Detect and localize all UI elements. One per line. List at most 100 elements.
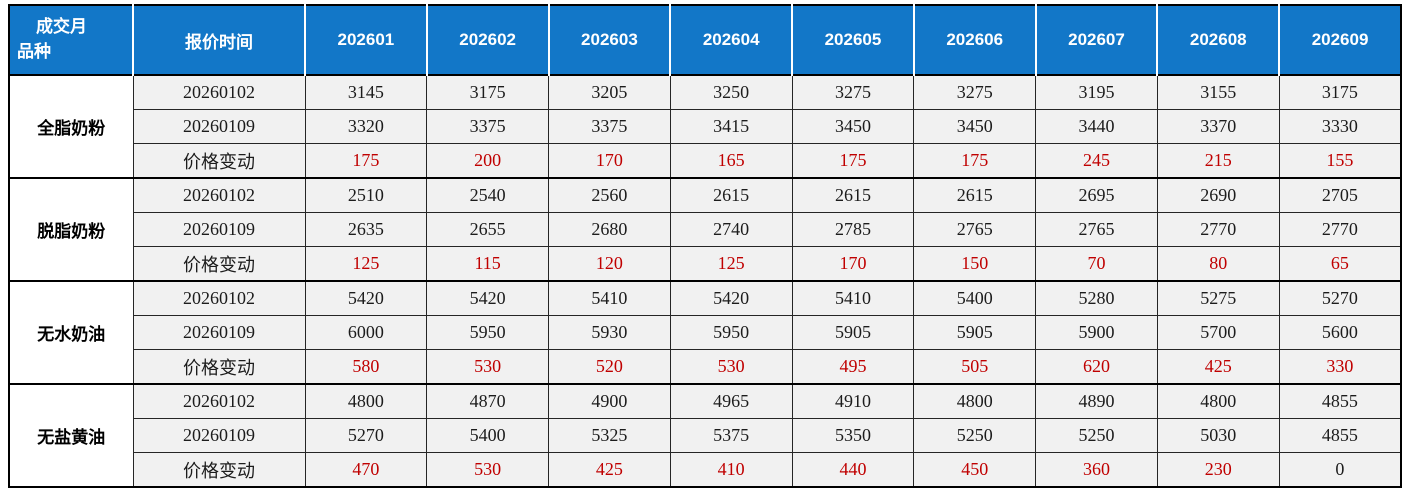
change-label-cell: 价格变动 (132, 246, 306, 282)
value-cell: 5905 (913, 315, 1037, 350)
value-cell: 150 (913, 246, 1037, 282)
value-cell: 245 (1035, 143, 1158, 179)
value-cell: 2540 (426, 177, 550, 213)
value-cell: 2770 (1278, 212, 1402, 247)
value-cell: 155 (1278, 143, 1402, 179)
date-cell: 20260102 (132, 383, 306, 419)
value-cell: 5410 (791, 280, 915, 316)
value-cell: 3415 (669, 109, 793, 144)
value-cell: 495 (791, 349, 915, 385)
value-cell: 2785 (791, 212, 915, 247)
page: 成交月 品种 报价时间 202601 202602 202603 202604 202605 2… (8, 4, 1402, 488)
value-cell: 2690 (1156, 177, 1280, 213)
value-cell: 2615 (791, 177, 915, 213)
value-cell: 330 (1278, 349, 1402, 385)
value-cell: 2635 (304, 212, 428, 247)
value-cell: 5930 (548, 315, 671, 350)
value-cell: 3375 (426, 109, 550, 144)
table-row: 价格变动 580 530 520 530 495 505 620 425 330 (9, 349, 1402, 385)
date-cell: 20260102 (132, 177, 306, 213)
value-cell: 170 (548, 143, 671, 179)
value-cell: 2770 (1156, 212, 1280, 247)
table-row: 20260109 5270 5400 5325 5375 5350 5250 5250 5030… (9, 418, 1402, 453)
value-cell: 3375 (548, 109, 671, 144)
value-cell: 3275 (913, 74, 1037, 110)
value-cell: 2655 (426, 212, 550, 247)
value-cell: 5400 (913, 280, 1037, 316)
date-cell: 20260102 (132, 74, 306, 110)
product-cell: 无盐黄油 (8, 383, 134, 488)
value-cell: 2510 (304, 177, 428, 213)
value-cell: 520 (548, 349, 671, 385)
value-cell: 410 (669, 452, 793, 488)
value-cell: 3195 (1035, 74, 1158, 110)
value-cell: 3175 (426, 74, 550, 110)
date-cell: 20260109 (132, 212, 306, 247)
value-cell: 5350 (791, 418, 915, 453)
value-cell: 620 (1035, 349, 1158, 385)
month-header-202609: 202609 (1279, 5, 1402, 76)
value-cell: 5275 (1156, 280, 1280, 316)
value-cell: 2695 (1035, 177, 1158, 213)
value-cell: 530 (426, 452, 550, 488)
value-cell: 5400 (426, 418, 550, 453)
value-cell: 0 (1278, 452, 1402, 488)
value-cell: 3450 (913, 109, 1037, 144)
value-cell: 170 (791, 246, 915, 282)
value-cell: 3370 (1156, 109, 1280, 144)
table-row: 20260109 2635 2655 2680 2740 2785 2765 2765 2770… (9, 212, 1402, 247)
value-cell: 2705 (1278, 177, 1402, 213)
table-row: 20260109 3320 3375 3375 3415 3450 3450 3440 3370… (9, 109, 1402, 144)
value-cell: 530 (426, 349, 550, 385)
value-cell: 2680 (548, 212, 671, 247)
value-cell: 230 (1156, 452, 1280, 488)
value-cell: 2765 (1035, 212, 1158, 247)
month-header-202605: 202605 (792, 5, 915, 76)
value-cell: 4890 (1035, 383, 1158, 419)
month-header-202606: 202606 (913, 5, 1037, 76)
value-cell: 530 (669, 349, 793, 385)
value-cell: 2560 (548, 177, 671, 213)
value-cell: 2765 (913, 212, 1037, 247)
value-cell: 5250 (913, 418, 1037, 453)
corner-header-line2: 品种 (17, 42, 51, 61)
value-cell: 425 (548, 452, 671, 488)
value-cell: 175 (913, 143, 1037, 179)
value-cell: 2615 (913, 177, 1037, 213)
product-cell: 全脂奶粉 (8, 74, 134, 179)
header-row: 成交月 品种 报价时间 202601 202602 202603 202604 202605 2… (9, 5, 1402, 76)
change-label-cell: 价格变动 (132, 452, 306, 488)
value-cell: 5905 (791, 315, 915, 350)
table-row: 20260109 6000 5950 5930 5950 5905 5905 5900 5700… (9, 315, 1402, 350)
value-cell: 5270 (304, 418, 428, 453)
value-cell: 5420 (304, 280, 428, 316)
value-cell: 3320 (304, 109, 428, 144)
change-label-cell: 价格变动 (132, 349, 306, 385)
month-header-202608: 202608 (1157, 5, 1281, 76)
value-cell: 4900 (548, 383, 671, 419)
value-cell: 175 (304, 143, 428, 179)
value-cell: 4800 (913, 383, 1037, 419)
value-cell: 4870 (426, 383, 550, 419)
value-cell: 5950 (426, 315, 550, 350)
value-cell: 5420 (669, 280, 793, 316)
value-cell: 4855 (1278, 418, 1402, 453)
value-cell: 65 (1278, 246, 1402, 282)
date-cell: 20260109 (132, 418, 306, 453)
value-cell: 3330 (1278, 109, 1402, 144)
corner-header-line1: 成交月 (36, 17, 87, 37)
value-cell: 360 (1035, 452, 1158, 488)
product-cell: 无水奶油 (8, 280, 134, 385)
table-row: 无水奶油 20260102 5420 5420 5410 5420 5410 5400 5280… (8, 280, 1402, 385)
value-cell: 80 (1156, 246, 1280, 282)
value-cell: 5950 (669, 315, 793, 350)
value-cell: 3145 (304, 74, 428, 110)
table-row: 价格变动 125 115 120 125 170 150 70 80 65 (9, 246, 1402, 282)
value-cell: 5375 (669, 418, 793, 453)
value-cell: 120 (548, 246, 671, 282)
value-cell: 4910 (791, 383, 915, 419)
value-cell: 165 (669, 143, 793, 179)
value-cell: 3275 (791, 74, 915, 110)
value-cell: 4855 (1278, 383, 1402, 419)
value-cell: 4965 (669, 383, 793, 419)
